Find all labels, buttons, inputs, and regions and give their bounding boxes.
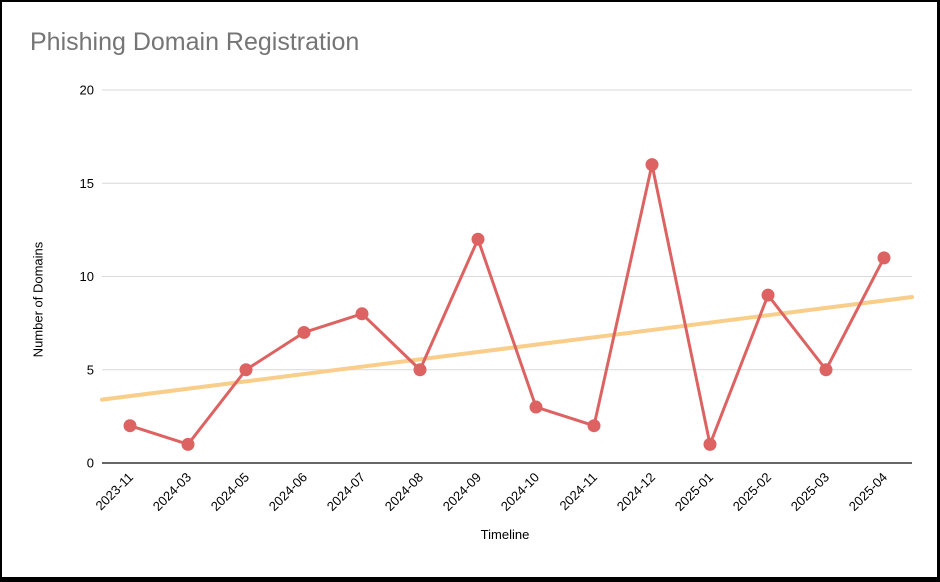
y-tick-label: 0 — [87, 456, 94, 471]
data-point[interactable] — [529, 400, 543, 414]
y-axis-title: Number of Domains — [30, 241, 46, 358]
x-tick-label: 2023-11 — [92, 470, 136, 514]
x-tick-label: 2024-10 — [498, 470, 542, 514]
chart-title: Phishing Domain Registration — [30, 28, 360, 56]
data-point[interactable] — [181, 437, 195, 451]
data-point[interactable] — [355, 307, 369, 321]
data-point[interactable] — [587, 419, 601, 433]
x-tick-label: 2024-06 — [266, 470, 310, 514]
data-point[interactable] — [819, 363, 833, 377]
x-tick-label: 2025-03 — [788, 470, 832, 514]
data-point[interactable] — [703, 437, 717, 451]
series-line — [128, 163, 886, 446]
x-tick-label: 2025-02 — [730, 470, 774, 514]
x-axis-title: Timeline — [480, 527, 530, 542]
x-tick-label: 2024-12 — [614, 470, 658, 514]
x-tick-label: 2025-01 — [672, 470, 716, 514]
x-tick-label: 2024-09 — [440, 470, 484, 514]
y-tick-label: 15 — [80, 176, 94, 191]
data-point[interactable] — [645, 158, 659, 172]
trendline — [100, 295, 914, 402]
x-tick-label: 2024-11 — [556, 470, 600, 514]
x-tick-label: 2025-04 — [846, 470, 890, 514]
x-tick-label: 2024-05 — [208, 470, 252, 514]
data-point[interactable] — [123, 419, 137, 433]
data-point[interactable] — [297, 325, 311, 339]
data-point[interactable] — [239, 363, 253, 377]
data-point[interactable] — [877, 251, 891, 265]
y-tick-label: 5 — [87, 362, 94, 377]
y-tick-label: 10 — [80, 269, 94, 284]
x-tick-label: 2024-07 — [324, 470, 368, 514]
x-tick-label: 2024-03 — [150, 470, 194, 514]
data-point[interactable] — [761, 288, 775, 302]
data-point[interactable] — [413, 363, 427, 377]
x-tick-label: 2024-08 — [382, 470, 426, 514]
data-point[interactable] — [471, 232, 485, 246]
y-tick-label: 20 — [80, 83, 94, 98]
